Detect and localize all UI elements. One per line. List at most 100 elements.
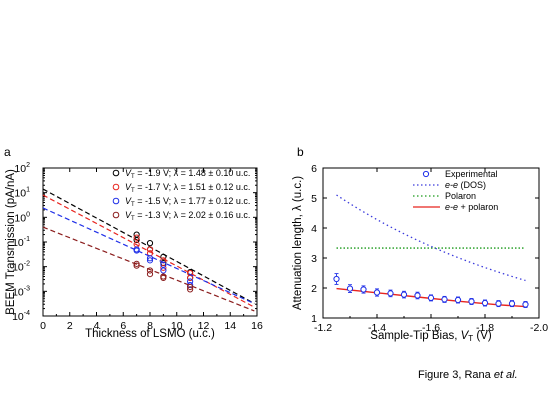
- legend-marker-series-3: [112, 211, 120, 219]
- legend-text: = -1.7 V; λ = 1.51 ± 0.12 u.c.: [135, 182, 251, 192]
- experimental-point: [346, 285, 354, 292]
- legend-marker-series-2: [112, 197, 120, 205]
- y-tick-label: 1: [311, 313, 317, 325]
- y-tick-label: 6: [311, 163, 317, 175]
- panel-a-letter: a: [4, 145, 11, 159]
- y-tick-label: 5: [311, 193, 317, 205]
- legend-label-series-0: VT = -1.9 V; λ = 1.48 ± 0.10 u.c.: [125, 168, 250, 180]
- ee-polaron-line: [336, 287, 526, 308]
- experimental-point: [333, 275, 340, 283]
- experimental-point: [400, 291, 408, 298]
- y-axis-label: BEEM Transmission (pA/nA): [5, 169, 17, 315]
- data-point-series-3: [133, 262, 140, 269]
- y-tick-exponent: -4: [24, 310, 30, 317]
- fit-line-series-3: [42, 226, 255, 312]
- x-tick-label: 0: [40, 320, 46, 332]
- legend-subscript: T: [131, 216, 135, 222]
- legend-symbol: V: [125, 168, 132, 178]
- data-point-series-2: [146, 255, 154, 262]
- experimental-point: [387, 290, 394, 297]
- y-tick-exponent: -1: [24, 236, 30, 243]
- data-point-series-2: [160, 261, 167, 268]
- x-tick-label: -1.2: [314, 322, 332, 334]
- data-point-series-1: [133, 234, 140, 241]
- legend-symbol: V: [125, 196, 132, 206]
- experimental-point: [360, 286, 367, 293]
- x-tick-label: 6: [120, 320, 126, 332]
- legend-label-series-2: VT = -1.5 V; λ = 1.77 ± 0.12 u.c.: [125, 196, 250, 208]
- ee-dos-line: [336, 194, 526, 282]
- y-axis-label: Attenuation length, λ (u.c.): [292, 176, 304, 310]
- y-tick-label: 2: [311, 283, 317, 295]
- data-point-series-3: [187, 283, 194, 291]
- experimental-point: [522, 301, 529, 308]
- legend-text: = -1.5 V; λ = 1.77 ± 0.12 u.c.: [135, 196, 251, 206]
- y-tick-exponent: -3: [24, 285, 30, 292]
- data-point-series-3: [146, 267, 154, 274]
- data-point-series-1: [187, 274, 194, 282]
- experimental-point: [481, 299, 489, 307]
- legend-text: + polaron: [458, 202, 498, 212]
- legend-marker-experimental: [422, 170, 430, 178]
- x-tick-label: 8: [147, 320, 153, 332]
- legend-label-0: Experimental: [445, 169, 498, 179]
- y-tick-exponent: -2: [24, 261, 30, 268]
- experimental-point: [373, 289, 381, 296]
- y-tick-exponent: 2: [26, 162, 30, 169]
- x-tick-label: 16: [251, 320, 263, 332]
- panel-b-letter: b: [297, 145, 304, 159]
- data-point-series-3: [146, 270, 154, 278]
- legend-marker-series-0: [112, 169, 120, 177]
- legend-italic: e-e: [445, 202, 458, 212]
- legend-text: = -1.3 V; λ = 2.02 ± 0.16 u.c.: [135, 210, 251, 220]
- legend-label-1: e-e (DOS): [445, 180, 486, 190]
- data-point-series-2: [133, 247, 140, 254]
- data-point-series-0: [146, 240, 154, 247]
- data-point-series-1: [160, 264, 167, 271]
- legend-symbol: V: [125, 182, 132, 192]
- legend-text: = -1.9 V; λ = 1.48 ± 0.10 u.c.: [135, 168, 251, 178]
- legend-label-3: e-e + polaron: [445, 202, 498, 212]
- x-tick-label: 14: [224, 320, 236, 332]
- x-tick-label: -1.6: [422, 322, 440, 334]
- caption-authors-etal: et al.: [493, 369, 518, 381]
- data-point-series-0: [133, 236, 140, 244]
- y-tick-exponent: 1: [26, 187, 30, 194]
- y-tick-exponent: 0: [26, 211, 30, 218]
- legend-subscript: T: [131, 188, 135, 194]
- experimental-point: [441, 296, 448, 303]
- data-point-series-3: [160, 274, 167, 282]
- legend-label-2: Polaron: [445, 191, 476, 201]
- legend-marker-series-1: [112, 183, 120, 191]
- x-tick-label: 10: [171, 320, 183, 332]
- legend-subscript: T: [131, 174, 135, 180]
- legend-symbol: V: [125, 210, 132, 220]
- panel-b-chart: -1.2 -1.4 -1.6 -1.8 -2.0 1 2 3 4 5 6 Sample-Tip Bia…: [292, 163, 548, 343]
- x-tick-label: -1.8: [476, 322, 494, 334]
- legend-subscript: T: [131, 202, 135, 208]
- x-label-text: Sample-Tip Bias,: [370, 330, 460, 342]
- legend-italic: e-e: [445, 180, 458, 190]
- experimental-point: [414, 292, 421, 299]
- legend-label-series-3: VT = -1.3 V; λ = 2.02 ± 0.16 u.c.: [125, 210, 250, 222]
- x-axis-label: Sample-Tip Bias, VT (V): [370, 330, 492, 343]
- experimental-point: [468, 298, 475, 305]
- x-tick-label: 2: [67, 320, 73, 332]
- x-label-unit: (V): [473, 330, 492, 342]
- legend-text: (DOS): [458, 180, 486, 190]
- data-point-series-2: [146, 257, 154, 264]
- caption-prefix: Figure 3, Rana: [418, 369, 494, 381]
- legend-label-series-1: VT = -1.7 V; λ = 1.51 ± 0.12 u.c.: [125, 182, 250, 194]
- data-point-series-1: [146, 246, 154, 253]
- x-tick-label: -2.0: [530, 322, 548, 334]
- panel-a-chart: 0 2 4 6 8 10 12 14 1610-410-310-210-1100101102Th…: [5, 162, 263, 340]
- experimental-point: [427, 294, 435, 301]
- x-tick-label: 4: [94, 320, 100, 332]
- experimental-point: [495, 300, 502, 307]
- y-tick-label: 3: [311, 253, 317, 265]
- data-point-series-2: [160, 267, 167, 274]
- data-point-series-3: [133, 260, 140, 267]
- x-axis-label: Thickness of LSMO (u.c.): [85, 328, 215, 340]
- experimental-point: [508, 300, 516, 307]
